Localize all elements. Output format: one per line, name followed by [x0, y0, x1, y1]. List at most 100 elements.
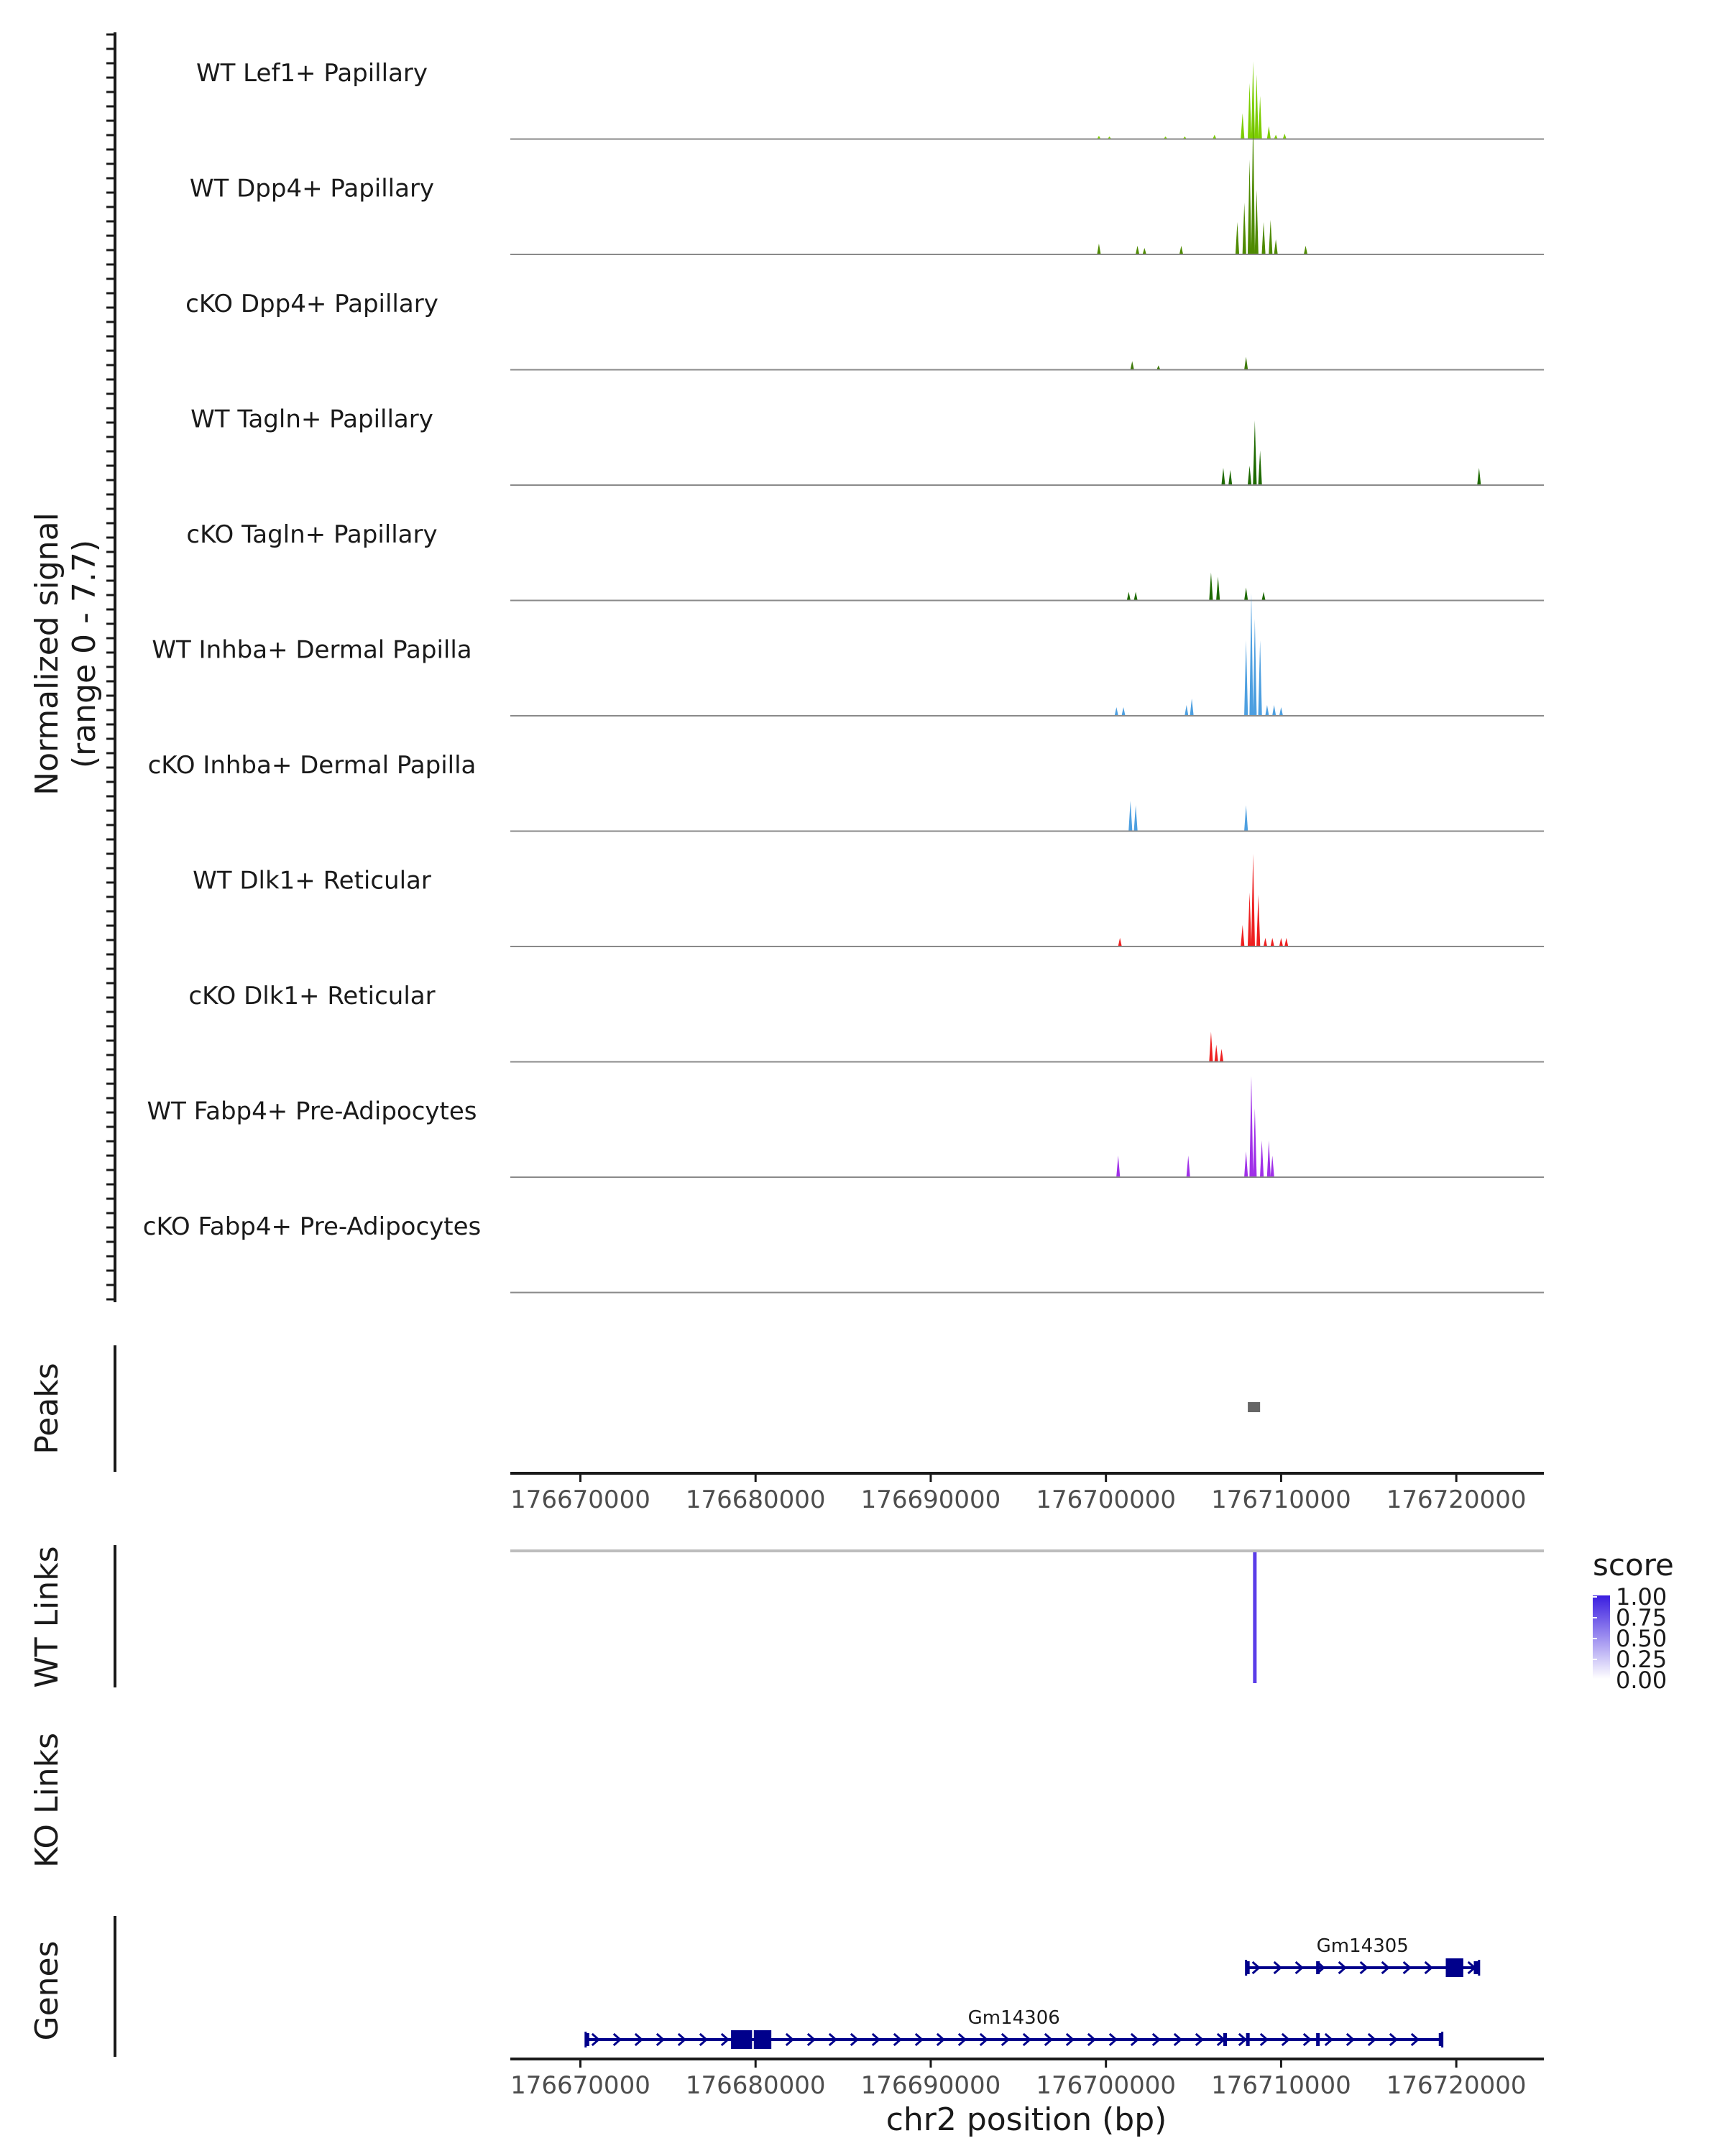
coverage-peak [1253, 619, 1257, 716]
coverage-peak [1274, 134, 1278, 139]
coverage-peak [1097, 136, 1101, 139]
exon [1316, 1961, 1320, 1974]
exon [1473, 1961, 1479, 1974]
coverage-peak [1274, 239, 1278, 254]
strand-arrow [1238, 2032, 1248, 2047]
strand-arrow [871, 2032, 881, 2047]
strand-arrow [1424, 1961, 1433, 1975]
strand-arrow [1367, 2032, 1377, 2047]
exon [1246, 2033, 1250, 2046]
strand-arrow [1151, 2032, 1162, 2047]
legend-tick-label: 0.00 [1616, 1667, 1667, 1694]
x-tick-label: 176670000 [510, 2071, 650, 2100]
strand-arrow [828, 2032, 838, 2047]
strand-arrow [677, 2032, 687, 2047]
strand-arrow [1251, 1961, 1261, 1975]
track-wt-tagln-papillary: WT Tagln+ Papillary [190, 405, 1544, 486]
strand-arrow [699, 2032, 709, 2047]
coverage-peak [1477, 468, 1481, 485]
x-tick-label: 176700000 [1036, 1485, 1176, 1514]
strand-arrow [591, 2032, 601, 2047]
exon [731, 2030, 753, 2049]
coverage-peak [1261, 591, 1266, 601]
x-tick-label: 176710000 [1211, 2071, 1351, 2100]
strand-arrow [1338, 1961, 1347, 1975]
strand-arrow [914, 2032, 924, 2047]
strand-arrow [1402, 1961, 1412, 1975]
coverage-peak [1249, 593, 1254, 716]
track-label: cKO Fabp4+ Pre-Adipocytes [143, 1212, 482, 1241]
coverage-peak [1259, 1141, 1264, 1177]
track-cko-tagln-papillary: cKO Tagln+ Papillary [186, 520, 1544, 602]
coverage-peak [1241, 925, 1245, 946]
legend-tick-label: 1.00 [1616, 1583, 1667, 1611]
coverage-peak [1247, 466, 1252, 485]
strand-arrow [957, 2032, 967, 2047]
coverage-peak [1279, 707, 1284, 716]
coverage-peak [1261, 222, 1266, 254]
coverage-peak [1118, 938, 1122, 946]
genes-track-label: Genes [29, 1940, 65, 2040]
legend-tick-label: 0.25 [1616, 1646, 1667, 1673]
coverage-peak [1184, 705, 1189, 716]
strand-arrow [720, 2032, 730, 2047]
coverage-peak [1121, 707, 1126, 716]
strand-arrow [785, 2032, 795, 2047]
x-tick-label: 176680000 [686, 2071, 826, 2100]
exon [1223, 2033, 1227, 2046]
coverage-peak [1270, 938, 1274, 946]
coverage-peak [1128, 801, 1133, 831]
coverage-peak [1258, 640, 1262, 716]
track-label: WT Dpp4+ Papillary [190, 175, 434, 203]
coverage-peak [1221, 468, 1225, 485]
x-tick-label: 176720000 [1386, 1485, 1527, 1514]
strand-arrow [656, 2032, 666, 2047]
strand-arrow [1302, 2032, 1312, 2047]
strand-arrow [979, 2032, 989, 2047]
legend-tick-label: 0.50 [1616, 1625, 1667, 1652]
track-label: cKO Inhba+ Dermal Papilla [148, 751, 477, 780]
ko-links-track: KO Links [29, 1733, 65, 1868]
strand-arrow [1381, 1961, 1390, 1975]
coverage-peak [1190, 699, 1194, 716]
coverage-peak [1244, 587, 1248, 601]
coverage-peak [1251, 854, 1256, 946]
coverage-peak [1244, 1151, 1248, 1177]
coverage-peak [1214, 1044, 1218, 1062]
ko-links-track-label: KO Links [29, 1733, 65, 1868]
gene-gm14305: Gm14305 [1245, 1935, 1481, 1977]
exon [1438, 2033, 1443, 2046]
x-axis-top: 176670000 176680000 176690000 176700000 1767… [510, 1473, 1526, 1514]
strand-arrow [1022, 2032, 1032, 2047]
x-tick-label: 176690000 [861, 2071, 1001, 2100]
coverage-peak [1126, 591, 1131, 601]
y-axis-title: Normalized signal (range 0 - 7.7) [29, 512, 103, 796]
track-wt-lef1-papillary: WT Lef1+ Papillary [196, 59, 1544, 140]
strand-arrow [1410, 2032, 1420, 2047]
peak-region [1248, 1402, 1261, 1412]
y-axis-title-range: (range 0 - 7.7) [66, 540, 103, 768]
coverage-peak [1303, 246, 1308, 254]
coverage-peak [1156, 365, 1161, 370]
x-tick-label: 176710000 [1211, 1485, 1351, 1514]
gene-label: Gm14306 [968, 2007, 1060, 2029]
exon [585, 2033, 589, 2046]
track-wt-dlk1-reticular: WT Dlk1+ Reticular [193, 854, 1544, 947]
gene-label: Gm14305 [1317, 1935, 1409, 1957]
strand-arrow [1346, 2032, 1356, 2047]
coverage-peak [1242, 203, 1246, 254]
coverage-peak [1133, 591, 1138, 601]
coverage-peak [1249, 1076, 1254, 1177]
x-tick-label: 176680000 [686, 1485, 826, 1514]
coverage-peak [1235, 222, 1240, 254]
genes: Gm14305 Gm14306 [584, 1935, 1481, 2049]
coverage-peak [1179, 246, 1184, 254]
peak-regions [1248, 1402, 1261, 1412]
coverage-peak [1282, 134, 1287, 139]
coverage-peak [1263, 938, 1268, 946]
strand-arrow [1273, 1961, 1282, 1975]
coverage-peak [1247, 83, 1252, 139]
wt-links-track-label: WT Links [29, 1546, 65, 1687]
coverage-peak [1216, 576, 1220, 601]
